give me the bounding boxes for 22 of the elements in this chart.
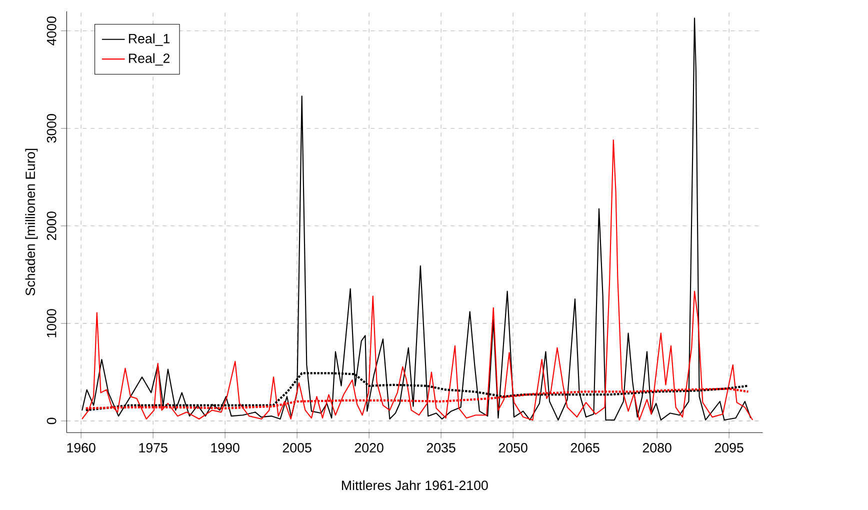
line-series <box>82 18 752 421</box>
line-series <box>82 140 754 421</box>
x-tick-label: 2005 <box>282 443 312 452</box>
x-tick-label: 2020 <box>354 443 384 452</box>
y-tick-label: 3000 <box>46 114 56 143</box>
x-tick-label: 2080 <box>642 443 672 452</box>
y-axis-title: Schaden [millionen Euro] <box>25 148 38 296</box>
x-tick-label: 2050 <box>498 443 528 452</box>
y-tick-label: 1000 <box>46 309 56 338</box>
y-tick-label: 4000 <box>46 16 56 46</box>
x-axis-title: Mittleres Jahr 1961-2100 <box>342 480 488 490</box>
x-tick-label: 1960 <box>67 443 96 452</box>
legend-label: Real_2 <box>129 53 170 66</box>
x-tick-label: 2065 <box>570 443 600 452</box>
y-tick-label: 0 <box>46 418 56 424</box>
x-tick-label: 1990 <box>211 443 240 452</box>
x-tick-label: 2095 <box>714 443 744 452</box>
x-tick-label: 1975 <box>139 443 168 452</box>
x-tick-label: 2035 <box>426 443 456 452</box>
y-tick-label: 2000 <box>46 212 56 240</box>
line-series <box>84 388 750 410</box>
legend-label: Real_1 <box>129 34 170 46</box>
